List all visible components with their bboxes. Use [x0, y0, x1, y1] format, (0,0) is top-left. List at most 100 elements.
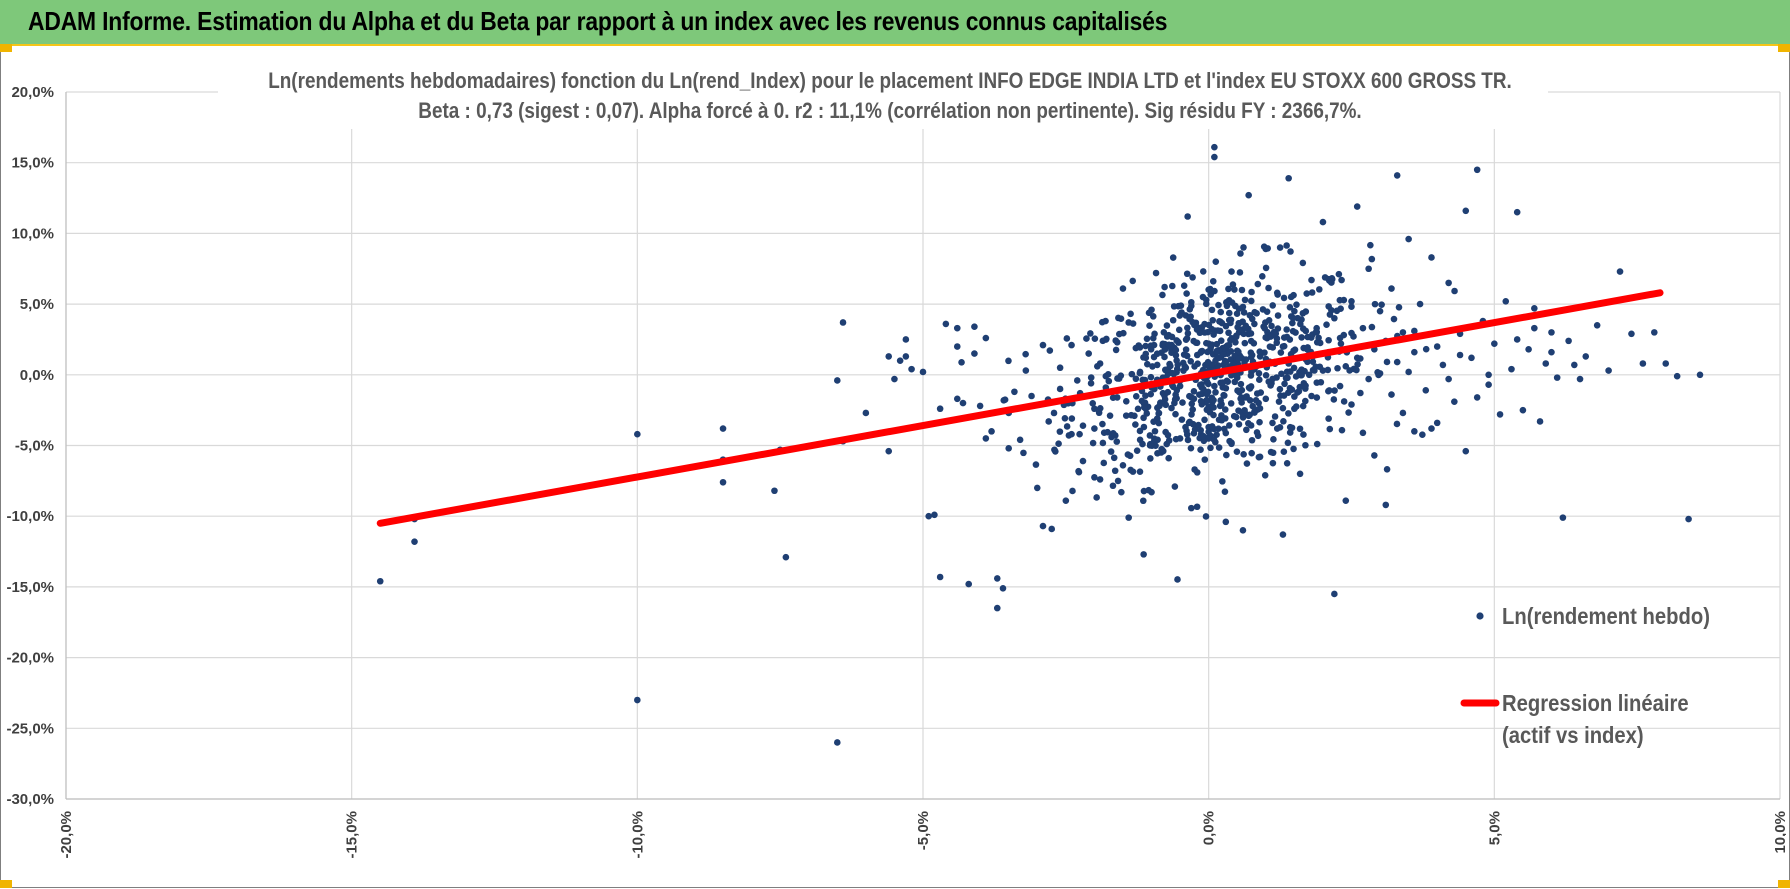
y-tick-label: -5,0% — [15, 438, 54, 455]
scatter-point — [1253, 390, 1261, 397]
legend-marker-points — [1476, 612, 1484, 620]
scatter-point — [1299, 325, 1307, 333]
scatter-point — [1144, 360, 1151, 368]
scatter-point — [1207, 343, 1215, 351]
scatter-point — [1319, 218, 1327, 226]
scatter-point — [1565, 337, 1572, 345]
scatter-point — [1195, 421, 1202, 429]
scatter-point — [891, 375, 898, 383]
scatter-point — [1317, 378, 1325, 386]
scatter-point — [1122, 412, 1130, 419]
scatter-point — [1393, 172, 1401, 179]
scatter-point — [1238, 386, 1246, 394]
scatter-point — [1419, 431, 1426, 439]
scatter-point — [1146, 322, 1153, 329]
scatter-point — [1253, 429, 1261, 436]
scatter-point — [1204, 380, 1212, 388]
scatter-point — [1211, 382, 1218, 390]
scatter-point — [1140, 414, 1147, 422]
scatter-point — [1559, 514, 1567, 521]
scatter-point — [1139, 497, 1147, 505]
header-bar: ADAM Informe. Estimation du Alpha et du … — [0, 0, 1790, 46]
scatter-point — [1172, 435, 1180, 443]
scatter-point — [1228, 299, 1236, 306]
scatter-point — [1055, 440, 1062, 448]
scatter-point — [1279, 531, 1287, 538]
scatter-point — [634, 696, 641, 704]
title-background — [218, 65, 1548, 129]
scatter-point — [1161, 396, 1169, 403]
scatter-point — [1201, 329, 1208, 336]
scatter-point — [1356, 355, 1364, 362]
scatter-point — [1143, 335, 1151, 343]
scatter-point — [1096, 476, 1104, 483]
scatter-point — [1213, 340, 1221, 348]
scatter-point — [1228, 268, 1235, 275]
scatter-point — [1045, 418, 1052, 425]
scatter-point — [1274, 291, 1281, 298]
scatter-point — [1531, 305, 1538, 312]
scatter-point — [1276, 244, 1284, 251]
y-tick-label: -30,0% — [6, 791, 54, 808]
scatter-point — [1616, 268, 1624, 275]
scatter-point — [1278, 370, 1285, 378]
scatter-point — [1112, 337, 1119, 344]
scatter-point — [1174, 361, 1182, 369]
scatter-point — [1325, 336, 1332, 344]
scatter-point — [1091, 335, 1099, 343]
scatter-point — [1142, 392, 1149, 400]
scatter-point — [1125, 514, 1132, 521]
scatter-point — [1224, 342, 1231, 349]
scatter-point — [1297, 320, 1304, 328]
scatter-point — [902, 353, 910, 360]
scatter-point — [1177, 302, 1185, 309]
scatter-point — [1473, 166, 1481, 174]
scatter-point — [958, 359, 965, 366]
x-tick-label: -5,0% — [915, 811, 932, 850]
scatter-point — [1083, 335, 1090, 342]
scatter-point — [1280, 294, 1288, 302]
scatter-point — [1075, 467, 1082, 475]
scatter-point — [1662, 360, 1670, 367]
scatter-point — [1189, 274, 1196, 281]
scatter-point — [1346, 367, 1353, 374]
scatter-point — [1205, 435, 1212, 442]
corner-marker-top-left — [0, 44, 12, 52]
scatter-point — [1292, 403, 1300, 410]
scatter-point — [919, 368, 927, 376]
scatter-point — [1405, 368, 1412, 376]
scatter-point — [1302, 441, 1309, 449]
y-tick-label: 20,0% — [11, 84, 54, 101]
scatter-point — [1089, 439, 1097, 447]
scatter-point — [1172, 352, 1180, 359]
scatter-point — [1582, 353, 1590, 360]
scatter-point — [1061, 415, 1069, 422]
scatter-point — [1215, 444, 1223, 451]
scatter-point — [1411, 327, 1418, 335]
scatter-point — [1496, 411, 1504, 418]
scatter-point — [1129, 320, 1137, 327]
scatter-point — [1240, 244, 1247, 251]
scatter-point — [1162, 401, 1170, 409]
scatter-point — [1324, 366, 1332, 374]
scatter-point — [1326, 425, 1334, 433]
scatter-point — [1296, 425, 1304, 433]
scatter-point — [1124, 451, 1132, 458]
scatter-point — [1091, 405, 1098, 413]
scatter-point — [1548, 348, 1555, 356]
scatter-point — [1076, 430, 1083, 438]
scatter-point — [942, 320, 950, 328]
scatter-point — [1187, 298, 1195, 306]
corner-marker-top-right — [1778, 44, 1790, 52]
scatter-point — [1673, 372, 1681, 380]
scatter-point — [1393, 358, 1401, 366]
scatter-point — [1201, 456, 1209, 463]
scatter-point — [1536, 418, 1544, 425]
scatter-point — [1085, 350, 1092, 357]
scatter-point — [1274, 312, 1282, 319]
scatter-point — [1225, 329, 1232, 337]
scatter-point — [1186, 315, 1193, 323]
scatter-point — [1248, 351, 1256, 359]
scatter-point — [902, 336, 910, 343]
scatter-point — [1243, 426, 1250, 434]
